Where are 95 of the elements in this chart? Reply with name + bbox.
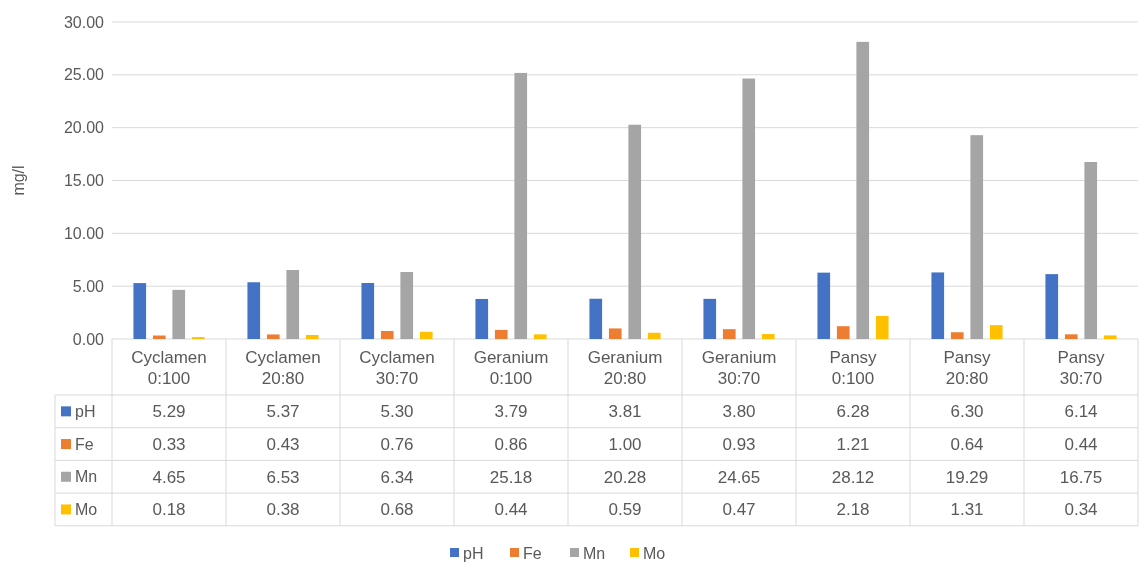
- bar: [722, 329, 736, 339]
- data-label: 5.29: [152, 402, 186, 422]
- bar: [266, 334, 280, 339]
- bar: [856, 41, 870, 339]
- bar: [761, 334, 775, 339]
- data-label: 3.79: [494, 402, 528, 422]
- y-axis-title: mg/l: [10, 165, 27, 196]
- data-label: 6.34: [380, 467, 414, 487]
- x-tick-label: Geranium 20:80: [587, 347, 663, 388]
- data-label: 28.12: [831, 467, 875, 487]
- bar: [419, 331, 433, 339]
- bar: [628, 124, 642, 339]
- data-label: 0.47: [722, 500, 756, 520]
- data-label: 2.18: [836, 500, 870, 520]
- data-label: 1.31: [950, 500, 984, 520]
- bar: [514, 72, 528, 339]
- text: pH: [463, 544, 484, 562]
- bar: [380, 330, 394, 339]
- y-tick-label: 10.00: [63, 224, 105, 242]
- y-tick-label: 15.00: [63, 172, 105, 190]
- bar: [875, 315, 889, 339]
- data-label: 0.64: [950, 435, 984, 454]
- text: Fe: [523, 544, 542, 562]
- data-label: 0.68: [380, 500, 414, 520]
- data-label: 3.81: [608, 402, 642, 422]
- data-label: 6.30: [950, 402, 984, 422]
- x-tick-label: Cyclamen 30:70: [359, 347, 435, 388]
- bar: [703, 298, 717, 339]
- x-tick-label: Cyclamen 20:80: [245, 347, 321, 388]
- data-label: 24.65: [717, 467, 761, 487]
- bar: [1103, 335, 1117, 339]
- legend-label: Mo: [75, 501, 98, 519]
- bar: [133, 283, 147, 339]
- bar: [400, 272, 414, 339]
- data-label: 1.21: [836, 435, 870, 454]
- data-label: 0.43: [266, 435, 300, 454]
- data-label: 0.44: [494, 500, 528, 520]
- data-label: 5.30: [380, 402, 414, 422]
- x-tick-label: Geranium 30:70: [701, 347, 777, 388]
- text: Mn: [583, 544, 606, 562]
- text: Mo: [643, 544, 666, 562]
- y-tick-label: 5.00: [72, 277, 105, 295]
- legend-label: Mn: [75, 468, 98, 486]
- y-tick-label: 25.00: [63, 66, 105, 84]
- y-tick-label: 30.00: [63, 13, 105, 31]
- bar: [647, 332, 661, 339]
- y-tick-label: 0.00: [72, 330, 105, 348]
- bar: [247, 282, 261, 339]
- bar: [836, 326, 850, 339]
- bar: [950, 332, 964, 339]
- bar: [494, 329, 508, 339]
- bar: [1084, 162, 1098, 339]
- data-label: 6.14: [1064, 402, 1098, 422]
- data-label: 20.28: [603, 467, 647, 487]
- data-label: 0.76: [380, 435, 414, 454]
- data-label: 0.38: [266, 500, 300, 520]
- legend-label: pH: [75, 402, 96, 420]
- x-tick-label: Pansy 30:70: [1057, 347, 1106, 388]
- data-label: 0.18: [152, 500, 186, 520]
- y-tick-label: 20.00: [63, 119, 105, 137]
- bar: [970, 135, 984, 339]
- data-label: 0.44: [1064, 435, 1098, 454]
- data-label: 3.80: [722, 402, 756, 422]
- data-label: 1.00: [608, 435, 642, 454]
- data-label: 0.59: [608, 500, 642, 520]
- data-label: 6.28: [836, 402, 870, 422]
- data-label: 0.93: [722, 435, 756, 454]
- bar: [533, 334, 547, 339]
- bar: [1064, 334, 1078, 339]
- bar: [931, 272, 945, 339]
- x-tick-label: Cyclamen 0:100: [131, 347, 207, 388]
- data-label: 5.37: [266, 402, 300, 422]
- data-label: 25.18: [489, 467, 533, 487]
- data-label: 19.29: [945, 467, 989, 487]
- bar: [742, 78, 756, 339]
- x-tick-label: Pansy 20:80: [943, 347, 992, 388]
- bar: [305, 334, 319, 339]
- data-label: 16.75: [1059, 467, 1103, 487]
- data-label: 0.86: [494, 435, 528, 454]
- bar: [817, 272, 831, 339]
- bar: [989, 325, 1003, 339]
- bar: [608, 328, 622, 339]
- bar: [475, 298, 489, 339]
- x-tick-label: Pansy 0:100: [829, 347, 878, 388]
- data-label: 0.34: [1064, 500, 1098, 520]
- data-label: 0.33: [152, 435, 186, 454]
- bar: [1045, 274, 1059, 339]
- data-label: 6.53: [266, 467, 300, 487]
- legend-label: Fe: [75, 435, 94, 453]
- x-tick-label: Geranium 0:100: [473, 347, 549, 388]
- bar: [361, 283, 375, 339]
- bar: [589, 298, 603, 339]
- bar: [286, 270, 300, 339]
- bar: [172, 289, 186, 339]
- data-label: 4.65: [152, 467, 186, 487]
